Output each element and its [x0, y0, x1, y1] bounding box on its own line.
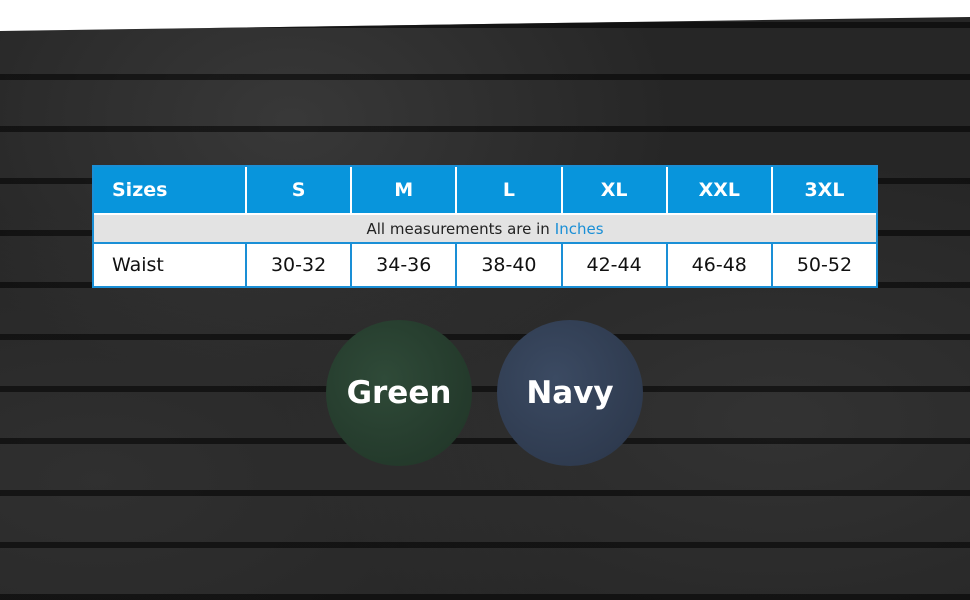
header-cell: S — [245, 167, 351, 213]
measurement-note: All measurements are in Inches — [94, 213, 876, 244]
header-cell: 3XL — [770, 167, 877, 213]
swatch-label: Green — [346, 375, 452, 411]
table-cell: 38-40 — [455, 244, 560, 286]
header-row: Sizes S M L XL XXL 3XL — [94, 167, 877, 213]
table-cell: 42-44 — [560, 244, 666, 286]
header-cell: M — [350, 167, 456, 213]
table-cell: 34-36 — [350, 244, 455, 286]
table-cell: 46-48 — [665, 244, 771, 286]
size-chart-table: Sizes S M L XL XXL 3XL All measurements … — [92, 165, 878, 288]
header-cell: XL — [560, 167, 666, 213]
header-cell: XXL — [665, 167, 771, 213]
swatch-label: Navy — [526, 375, 614, 411]
color-swatch-green: Green — [326, 320, 472, 466]
header-cell: Sizes — [94, 167, 245, 213]
row-label: Waist — [112, 254, 164, 276]
table-cell: 30-32 — [245, 244, 350, 286]
table-row: Waist 30-32 34-36 38-40 42-44 46-48 50-5… — [94, 244, 876, 286]
color-swatch-navy: Navy — [497, 320, 643, 466]
header-cell: L — [455, 167, 561, 213]
note-prefix: All measurements are in — [366, 219, 550, 238]
table-cell: 50-52 — [770, 244, 876, 286]
note-unit: Inches — [554, 219, 604, 238]
